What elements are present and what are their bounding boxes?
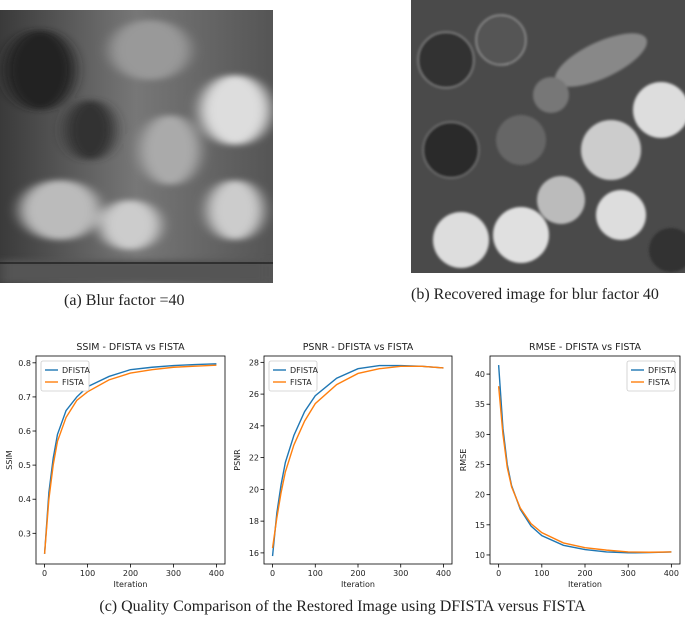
x-tick-label: 100 — [534, 569, 549, 578]
x-tick-label: 400 — [209, 569, 224, 578]
x-axis-label: Iteration — [114, 580, 148, 589]
series-line — [497, 364, 672, 554]
x-tick-label: 0 — [42, 569, 47, 578]
y-tick-label: 22 — [249, 454, 259, 463]
chart-title: PSNR - DFISTA vs FISTA — [303, 342, 414, 353]
x-tick-label: 300 — [621, 569, 636, 578]
series-line — [271, 365, 444, 549]
y-axis-label: PSNR — [233, 449, 242, 471]
x-tick-label: 0 — [496, 569, 501, 578]
x-tick-label: 300 — [393, 569, 408, 578]
y-tick-label: 0.4 — [18, 495, 31, 504]
y-tick-label: 0.5 — [18, 461, 31, 470]
y-tick-label: 24 — [249, 422, 259, 431]
y-tick-label: 10 — [475, 551, 485, 560]
legend-label: DFISTA — [62, 366, 90, 375]
x-tick-label: 100 — [80, 569, 95, 578]
x-tick-label: 400 — [436, 569, 451, 578]
x-axis-label: Iteration — [341, 580, 375, 589]
legend-label: FISTA — [648, 378, 670, 387]
y-tick-label: 18 — [249, 517, 259, 526]
y-tick-label: 30 — [475, 430, 485, 439]
y-tick-label: 20 — [249, 485, 259, 494]
x-tick-label: 200 — [577, 569, 592, 578]
caption-b: (b) Recovered image for blur factor 40 — [411, 286, 659, 303]
legend-label: DFISTA — [648, 366, 676, 375]
x-axis-label: Iteration — [568, 580, 602, 589]
series-line — [43, 364, 217, 554]
legend-label: FISTA — [62, 378, 84, 387]
legend-label: FISTA — [290, 378, 312, 387]
x-tick-label: 0 — [270, 569, 275, 578]
recovered-image — [411, 0, 685, 273]
x-tick-label: 100 — [308, 569, 323, 578]
plot-frame — [489, 355, 681, 565]
blurred-image — [0, 10, 273, 283]
y-tick-label: 40 — [475, 370, 485, 379]
chart-title: RMSE - DFISTA vs FISTA — [529, 342, 641, 353]
y-tick-label: 15 — [475, 521, 485, 530]
y-tick-label: 0.8 — [18, 359, 31, 368]
x-tick-label: 200 — [123, 569, 138, 578]
caption-c: (c) Quality Comparison of the Restored I… — [99, 598, 586, 615]
y-tick-label: 0.3 — [18, 529, 31, 538]
legend-label: DFISTA — [290, 366, 318, 375]
series-line — [43, 363, 217, 554]
y-tick-label: 20 — [475, 491, 485, 500]
legend-box — [626, 360, 676, 392]
y-tick-label: 0.7 — [18, 393, 31, 402]
plot-frame — [263, 355, 453, 565]
caption-a: (a) Blur factor =40 — [64, 292, 185, 309]
y-tick-label: 26 — [249, 390, 259, 399]
y-tick-label: 0.6 — [18, 427, 31, 436]
series-line — [271, 364, 444, 557]
y-tick-label: 28 — [249, 358, 259, 367]
y-tick-label: 16 — [249, 549, 259, 558]
chart-title: SSIM - DFISTA vs FISTA — [76, 342, 185, 353]
series-line — [497, 386, 672, 553]
legend-box — [40, 360, 90, 392]
y-tick-label: 35 — [475, 400, 485, 409]
legend-box — [268, 360, 318, 392]
x-tick-label: 200 — [350, 569, 365, 578]
y-axis-label: RMSE — [459, 449, 468, 472]
plot-frame — [35, 355, 226, 565]
x-tick-label: 300 — [166, 569, 181, 578]
y-tick-label: 25 — [475, 461, 485, 470]
y-axis-label: SSIM — [5, 450, 14, 470]
x-tick-label: 400 — [664, 569, 679, 578]
